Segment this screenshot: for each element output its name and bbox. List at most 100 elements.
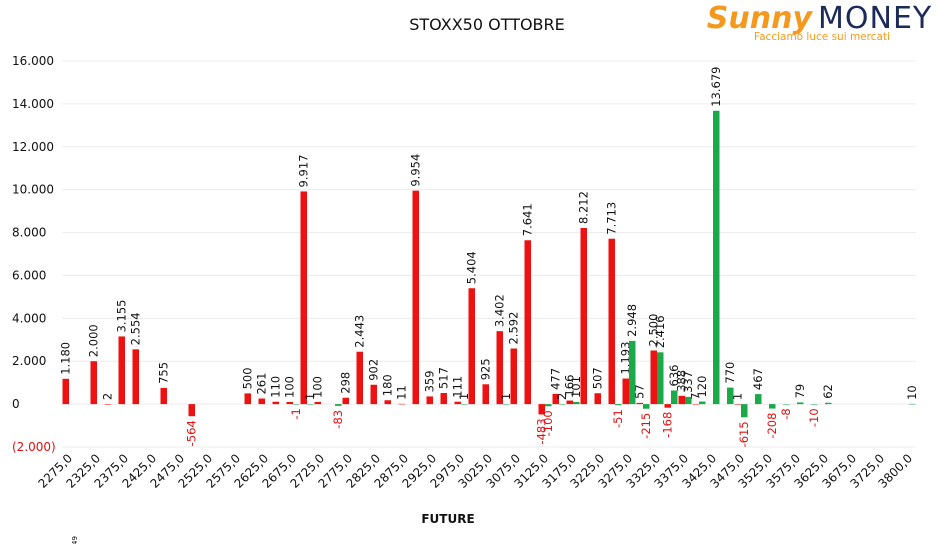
value-label: 507: [590, 367, 604, 389]
value-label: 770: [723, 362, 737, 384]
bar: [293, 404, 300, 405]
value-label: -83: [331, 410, 345, 429]
bar: [615, 404, 622, 406]
bar: [468, 288, 475, 405]
footnote: 49: [71, 536, 79, 544]
value-label: 500: [240, 367, 254, 389]
value-label: 1.180: [58, 342, 72, 375]
value-label: 8.212: [576, 191, 590, 224]
bar: [678, 395, 685, 405]
value-label: 166: [562, 375, 576, 397]
value-label: 337: [681, 371, 695, 393]
value-label: -564: [184, 420, 198, 446]
value-label: 100: [310, 376, 324, 398]
bar: [307, 404, 314, 405]
value-label: 359: [422, 370, 436, 392]
bar: [545, 404, 552, 407]
value-label: 517: [436, 367, 450, 389]
value-label: 1: [730, 393, 744, 400]
bar: [685, 396, 692, 405]
value-label: 2.948: [625, 304, 639, 337]
value-label: 261: [254, 373, 268, 395]
bar: [426, 396, 433, 405]
value-label: 902: [366, 359, 380, 381]
value-label: 101: [569, 376, 583, 398]
bar: [335, 404, 342, 406]
value-label: -8: [779, 408, 793, 419]
logo-brand1: Sunny: [707, 1, 814, 36]
value-label: 9.954: [408, 154, 422, 187]
value-label: 10: [905, 385, 919, 400]
bar: [104, 404, 111, 405]
value-label: -1: [289, 408, 303, 419]
value-label: -10: [807, 408, 821, 427]
bar: [769, 404, 776, 409]
value-label: 7.641: [520, 203, 534, 236]
bar: [594, 393, 601, 405]
bar: [272, 401, 279, 405]
value-label: -208: [765, 413, 779, 439]
value-label: 3.155: [114, 300, 128, 333]
bar: [811, 404, 818, 405]
y-tick-label: 16.000: [12, 54, 54, 68]
bar: [699, 401, 706, 405]
value-label: 2.416: [653, 315, 667, 348]
bar: [622, 378, 629, 405]
bar: [440, 393, 447, 405]
bar: [608, 238, 615, 405]
value-label: 7: [688, 393, 702, 400]
bar: [356, 351, 363, 405]
value-label: 388: [674, 370, 688, 392]
bar: [503, 404, 510, 405]
bar: [496, 331, 503, 405]
bar: [797, 402, 804, 405]
bar: [538, 404, 545, 415]
bar: [580, 228, 587, 405]
bar: [664, 404, 671, 408]
y-tick-label: 10.000: [12, 183, 54, 197]
value-label: -483: [534, 418, 548, 444]
bar: [90, 361, 97, 405]
value-label: 7.713: [604, 202, 618, 235]
bar: [342, 397, 349, 405]
bar: [188, 404, 195, 417]
value-label: 11: [394, 385, 408, 400]
bar: [783, 404, 790, 405]
value-label: 110: [268, 376, 282, 398]
bar: [559, 404, 566, 405]
value-label: 5.404: [464, 251, 478, 284]
bar: [398, 403, 405, 405]
value-label: 9.917: [296, 155, 310, 188]
value-label: 120: [695, 376, 709, 398]
y-tick-label: (2.000): [12, 440, 56, 454]
bar: [524, 240, 531, 405]
value-label: 2.443: [352, 315, 366, 348]
y-tick-label: 6.000: [12, 268, 46, 282]
y-tick-label: 0: [12, 397, 20, 411]
value-label: 467: [751, 368, 765, 390]
bar: [314, 401, 321, 405]
chart-title: STOXX50 OTTOBRE: [409, 15, 565, 34]
value-label: 2.000: [86, 324, 100, 357]
bar: [258, 398, 265, 405]
bar: [734, 404, 741, 405]
y-tick-label: 4.000: [12, 311, 46, 325]
value-label: 2: [555, 393, 569, 400]
value-label: 1: [457, 393, 471, 400]
value-label: -615: [737, 421, 751, 447]
value-label: 3.402: [492, 294, 506, 327]
bar: [370, 384, 377, 405]
value-label: 57: [632, 384, 646, 399]
bar: [300, 191, 307, 405]
bar: [755, 394, 762, 405]
value-label: -168: [660, 412, 674, 438]
bar: [573, 401, 580, 405]
bar: [566, 400, 573, 405]
bar: [909, 403, 916, 405]
bar: [552, 393, 559, 405]
bar: [384, 400, 391, 405]
bar: [650, 350, 657, 405]
y-tick-label: 2.000: [12, 354, 46, 368]
value-label: -51: [611, 409, 625, 428]
